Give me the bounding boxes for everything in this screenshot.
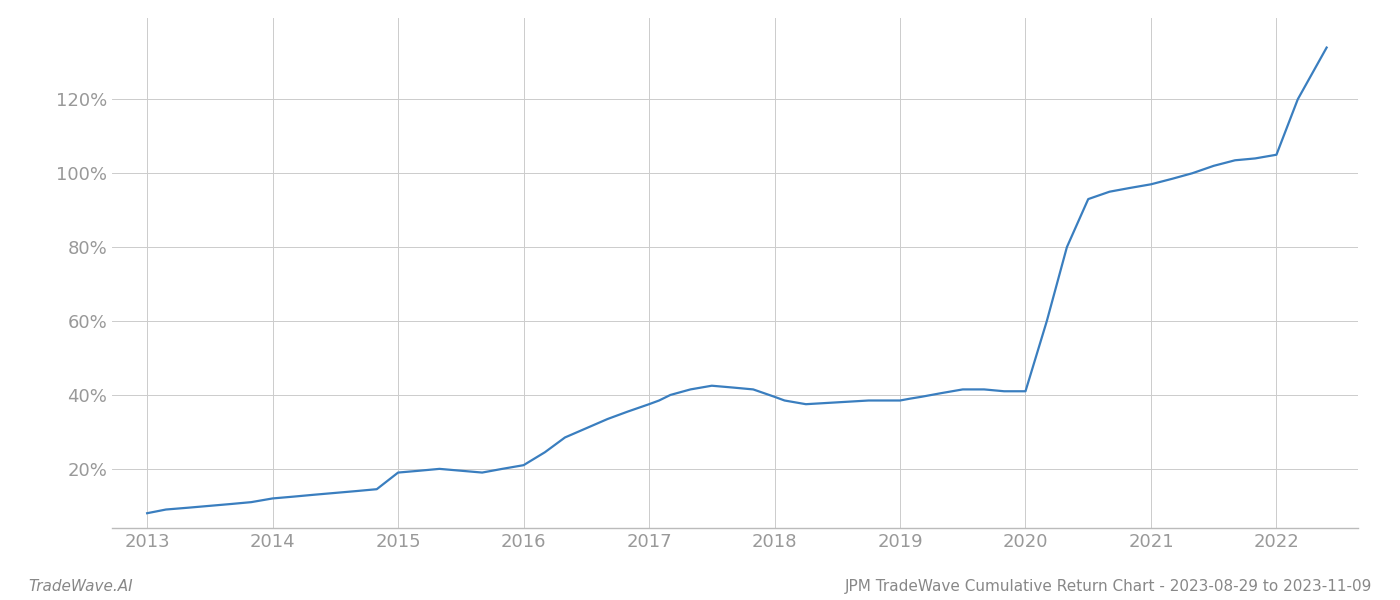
Text: TradeWave.AI: TradeWave.AI: [28, 579, 133, 594]
Text: JPM TradeWave Cumulative Return Chart - 2023-08-29 to 2023-11-09: JPM TradeWave Cumulative Return Chart - …: [844, 579, 1372, 594]
